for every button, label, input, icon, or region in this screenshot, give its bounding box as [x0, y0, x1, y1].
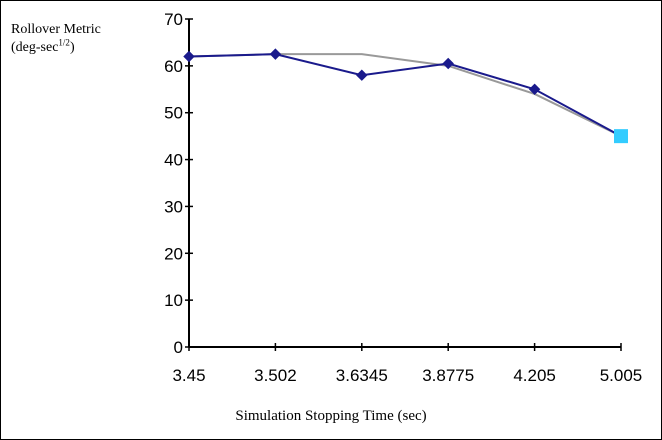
- data-point-marker: [442, 57, 454, 70]
- markers-group: [183, 48, 628, 144]
- y-tick-label: 0: [174, 338, 183, 357]
- y-tick-label: 30: [164, 197, 183, 216]
- y-axis-label-close: ): [69, 40, 75, 55]
- y-axis-label-unit: (deg-sec: [11, 40, 59, 55]
- axes: [188, 19, 621, 348]
- data-point-marker: [183, 50, 195, 63]
- y-tick-label: 40: [164, 151, 183, 170]
- y-axis-label-line1: Rollover Metric: [11, 22, 101, 37]
- highlight-point-marker: [614, 129, 628, 144]
- x-tick-label: 3.6345: [336, 366, 388, 385]
- y-axis-label-line2: (deg-sec1/2): [11, 37, 101, 57]
- data-point-marker: [356, 69, 368, 81]
- data-point-marker: [269, 48, 282, 60]
- y-tick-label: 60: [164, 57, 183, 76]
- y-tick-label: 70: [164, 10, 183, 29]
- x-tick-label: 3.8775: [422, 366, 474, 385]
- series-line-2: [188, 53, 622, 138]
- y-axis-label: Rollover Metric (deg-sec1/2): [11, 21, 101, 57]
- y-tick-label: 50: [164, 104, 183, 123]
- series-group: [188, 53, 622, 138]
- y-tick-label: 20: [164, 244, 183, 263]
- x-tick-label: 5.005: [600, 366, 643, 385]
- x-tick-label: 3.45: [172, 366, 205, 385]
- data-point-marker: [528, 83, 541, 95]
- x-tick-label: 3.502: [254, 366, 297, 385]
- x-tick-label: 4.205: [513, 366, 556, 385]
- series-line-1: [188, 53, 622, 138]
- x-axis-label: Simulation Stopping Time (sec): [235, 408, 427, 424]
- x-ticks: 3.45 3.502 3.6345 3.8775 4.205 5.005: [172, 343, 642, 385]
- y-tick-label: 10: [164, 291, 183, 310]
- y-ticks: 0 10 20 30 40 50 60 70: [164, 10, 193, 357]
- y-axis-label-exponent: 1/2: [58, 37, 70, 48]
